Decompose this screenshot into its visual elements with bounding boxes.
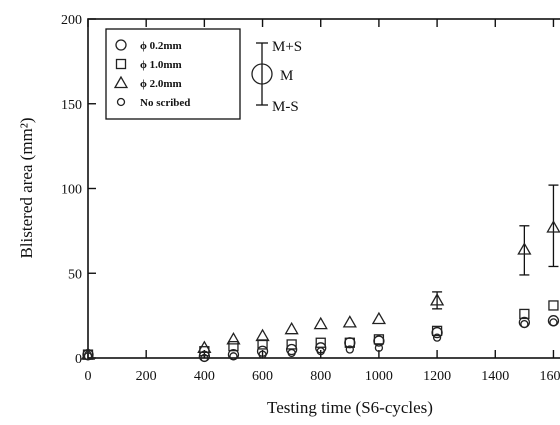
plot-frame (87, 18, 560, 359)
data-point (229, 352, 238, 361)
data-point (432, 333, 442, 342)
series-1 (82, 300, 559, 360)
series-layer (80, 184, 560, 363)
data-point (258, 350, 267, 359)
y-tick-label: 0 (75, 352, 82, 367)
y-tick-label: 50 (68, 267, 82, 282)
legend-marker (116, 97, 126, 107)
data-point (371, 311, 387, 325)
data-point (199, 346, 210, 357)
x-tick-label: 1200 (423, 369, 451, 384)
data-point (313, 316, 328, 330)
data-point (517, 242, 532, 255)
data-point (548, 300, 559, 311)
data-point (256, 345, 269, 357)
x-tick-label: 1400 (481, 369, 509, 384)
data-point (287, 348, 296, 358)
data-point (520, 319, 529, 329)
legend-label: No scribed (140, 97, 190, 109)
x-tick-label: 0 (85, 369, 92, 384)
legend-marker (115, 58, 127, 70)
data-point (429, 293, 445, 306)
y-tick-label: 150 (61, 98, 82, 113)
data-point (284, 321, 299, 335)
error-bar-key: M+S M M-S (251, 39, 302, 115)
x-tick-label: 600 (252, 369, 273, 384)
x-tick-label: 1000 (365, 369, 393, 384)
data-point (344, 337, 355, 348)
data-point (342, 315, 357, 328)
data-point (431, 325, 443, 337)
legend: ϕ 0.2mm ϕ 1.0mm ϕ 2.0mm No scribed (105, 28, 241, 120)
data-point (226, 332, 241, 345)
data-point (374, 343, 384, 352)
legend-label: ϕ 2.0mm (140, 78, 182, 90)
data-point (83, 352, 93, 361)
x-axis-title: Testing time (S6-cycles) (267, 398, 433, 417)
data-point (549, 318, 558, 327)
y-axis-title: Blistered area (mm²) (17, 117, 36, 258)
data-point (316, 347, 325, 356)
data-point (255, 328, 270, 342)
data-point (228, 340, 239, 352)
series-2 (80, 184, 560, 360)
legend-marker (113, 75, 129, 89)
data-point (546, 220, 560, 233)
error-key-lower-label: M-S (272, 99, 299, 115)
data-point (200, 353, 209, 363)
error-key-mean-label: M (280, 68, 293, 84)
data-point (197, 340, 212, 353)
data-point (519, 308, 530, 320)
y-tick-label: 200 (61, 13, 82, 28)
legend-label: ϕ 0.2mm (140, 40, 182, 52)
y-tick-label: 100 (61, 183, 82, 198)
data-point (345, 345, 354, 354)
legend-box (105, 28, 241, 120)
legend-label: ϕ 1.0mm (140, 59, 182, 71)
x-tick-label: 400 (194, 369, 215, 384)
series-3 (83, 318, 558, 363)
error-key-upper-label: M+S (272, 39, 302, 55)
x-tick-label: 800 (310, 369, 331, 384)
x-tick-label: 200 (136, 369, 157, 384)
legend-marker (115, 39, 127, 51)
error-key-mean-marker (251, 63, 273, 85)
y-tick-labels: 0 50 100 150 200 (61, 13, 82, 367)
